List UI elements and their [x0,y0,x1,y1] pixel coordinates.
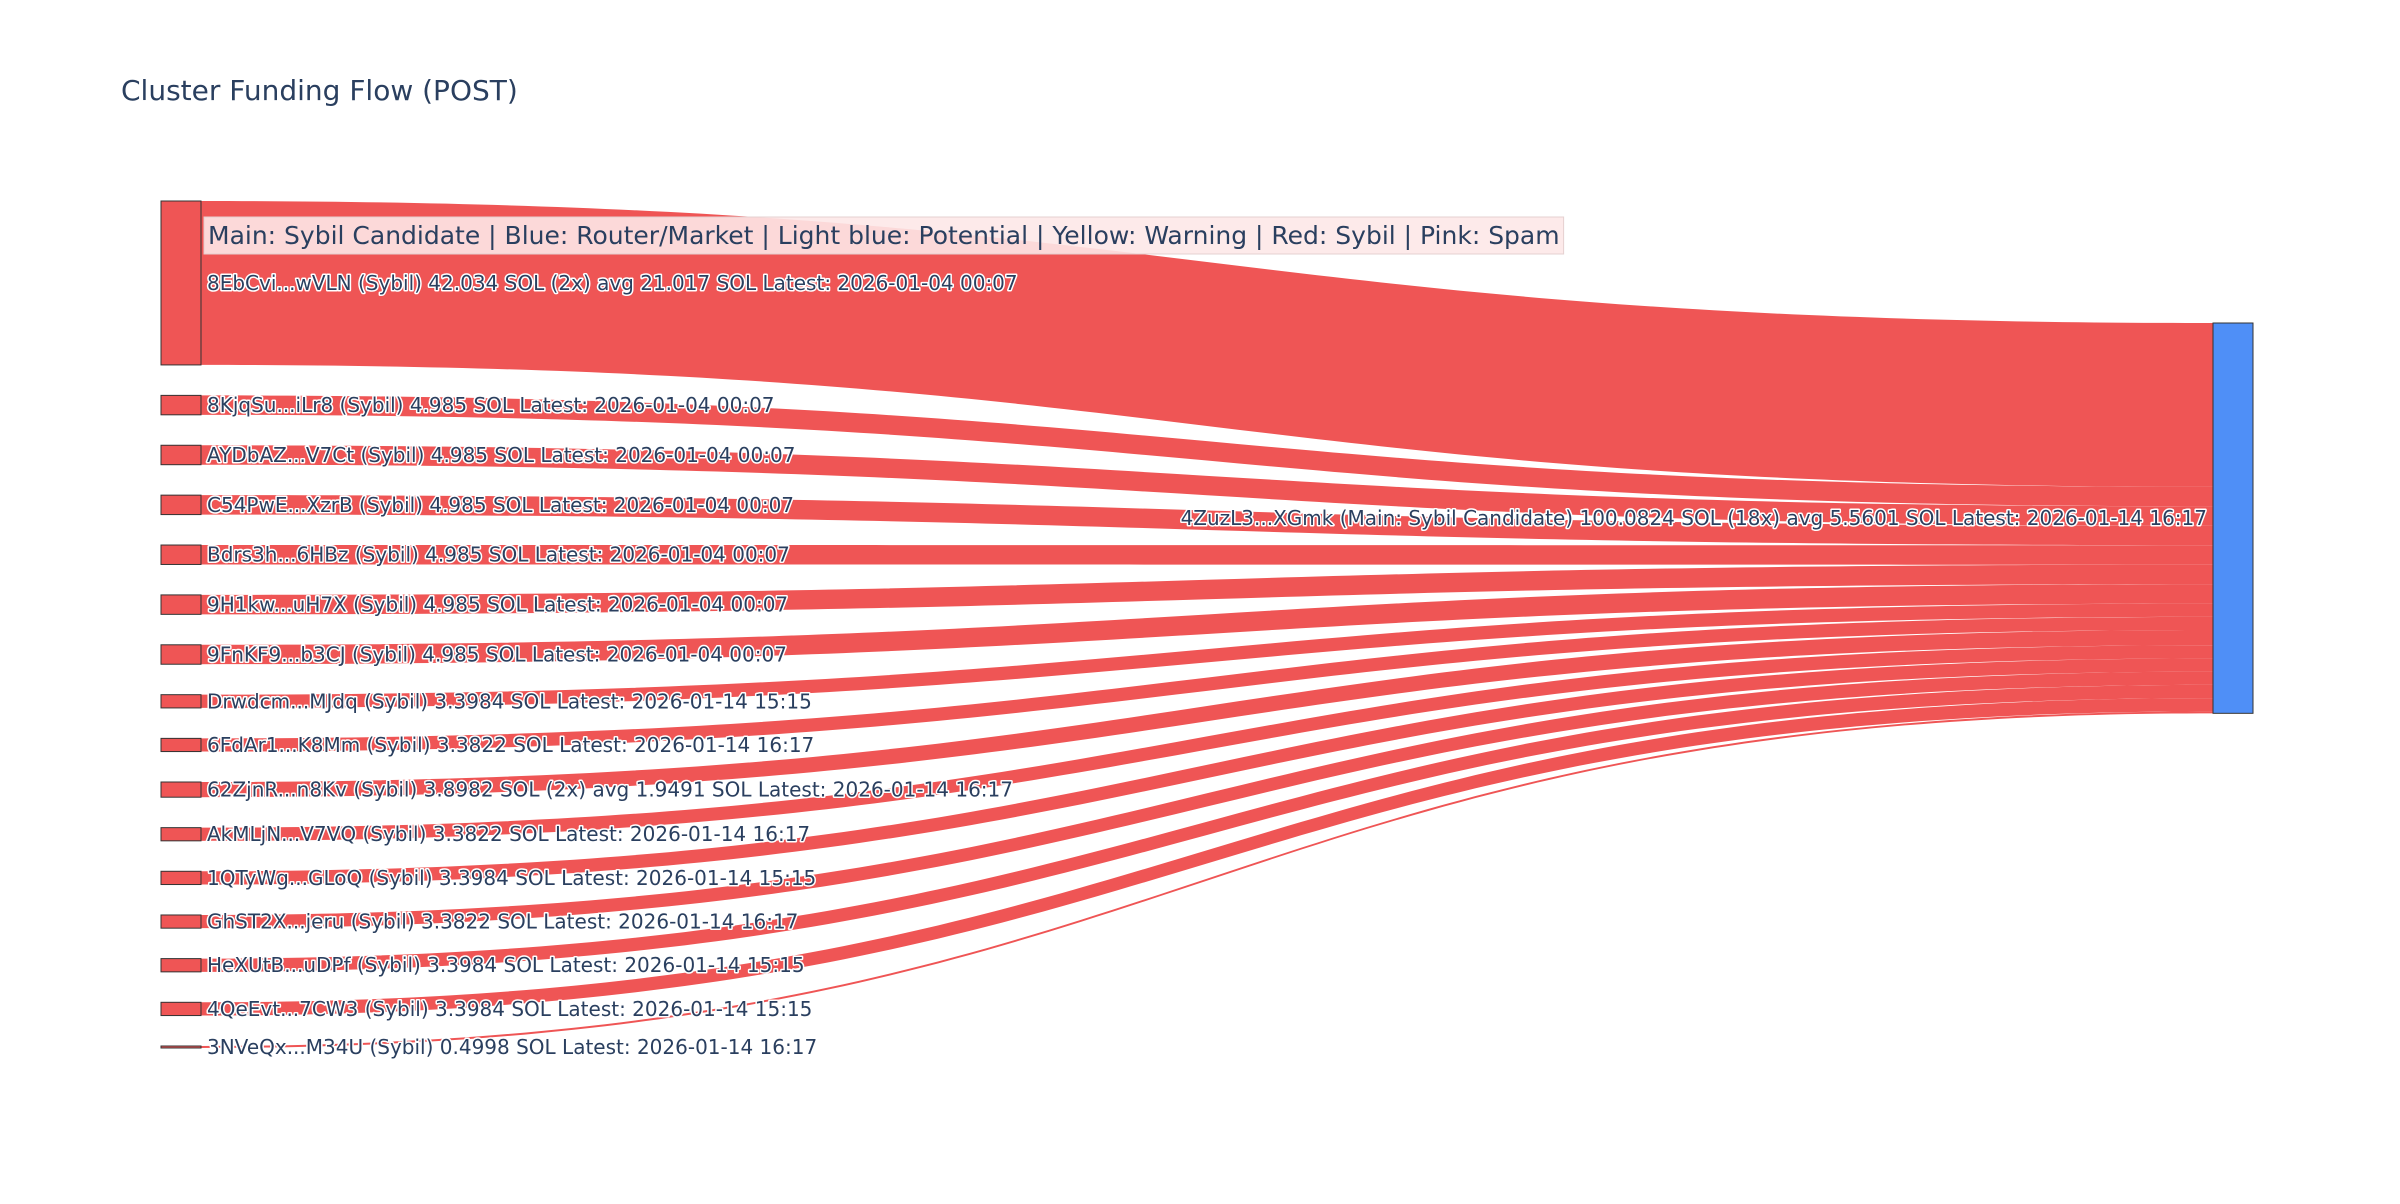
source-node[interactable] [160,200,202,366]
chart-title: Cluster Funding Flow (POST) [121,74,518,107]
labels-layer: 8EbCvi...wVLN (Sybil) 42.034 SOL (2x) av… [206,269,2209,1060]
source-node[interactable] [160,870,202,886]
source-node-label: 6FdAr1...K8Mm (Sybil) 3.3822 SOL Latest:… [207,733,814,757]
flow-link[interactable] [201,564,2213,615]
flow-link[interactable] [201,684,2213,972]
flow-link[interactable] [201,671,2213,929]
source-node[interactable] [160,594,202,615]
source-node-label: 8EbCvi...wVLN (Sybil) 42.034 SOL (2x) av… [207,271,1018,295]
links-layer [201,201,2213,1048]
source-node-label: GhST2X...jeru (Sybil) 3.3822 SOL Latest:… [207,910,798,934]
flow-link[interactable] [201,645,2213,841]
flow-link[interactable] [201,711,2213,1048]
flow-link[interactable] [201,495,2213,546]
flow-link[interactable] [201,545,2213,565]
source-node-label: AkMLjN...V7VQ (Sybil) 3.3822 SOL Latest:… [207,822,810,846]
source-node[interactable] [160,781,202,798]
flow-link[interactable] [201,698,2213,1016]
source-node-label: AYDbAZ...V7Ct (Sybil) 4.985 SOL Latest: … [207,443,795,467]
source-node[interactable] [160,644,202,665]
source-node[interactable] [160,958,202,973]
source-node-label: 9H1kw...uH7X (Sybil) 4.985 SOL Latest: 2… [207,593,788,617]
flow-link[interactable] [201,395,2213,507]
source-node[interactable] [160,914,202,929]
source-node[interactable] [160,494,202,516]
source-node-label: 9FnKF9...b3CJ (Sybil) 4.985 SOL Latest: … [207,643,787,667]
source-node[interactable] [160,827,202,842]
source-node-label: 1QTyWg...GLoQ (Sybil) 3.3984 SOL Latest:… [207,866,816,890]
flow-link[interactable] [201,616,2213,752]
source-node[interactable] [160,444,202,466]
flow-link[interactable] [201,445,2213,526]
legend-note-text: Main: Sybil Candidate | Blue: Router/Mar… [208,221,1560,250]
source-node[interactable] [160,1001,202,1017]
source-node-label: 4QeEvt...7CW3 (Sybil) 3.3984 SOL Latest:… [207,997,812,1021]
source-node[interactable] [160,1045,202,1049]
flow-link[interactable] [201,603,2213,708]
flow-link[interactable] [201,584,2213,665]
flow-link[interactable] [201,201,2213,487]
flow-link[interactable] [201,658,2213,885]
source-node-label: 3NVeQx...M34U (Sybil) 0.4998 SOL Latest:… [207,1035,817,1059]
source-node-label: C54PwE...XzrB (Sybil) 4.985 SOL Latest: … [207,493,794,517]
flow-link[interactable] [201,630,2213,798]
source-node-label: Drwdcm...MJdq (Sybil) 3.3984 SOL Latest:… [207,689,812,713]
legend-note-background [203,216,1565,255]
source-node-label: 62ZjnR...n8Kv (Sybil) 3.8982 SOL (2x) av… [207,778,1013,802]
source-node-label: 8KjqSu...iLr8 (Sybil) 4.985 SOL Latest: … [207,393,775,417]
source-node[interactable] [160,694,202,709]
source-node-label: Bdrs3h...6HBz (Sybil) 4.985 SOL Latest: … [207,543,790,567]
source-node[interactable] [160,737,202,753]
source-node[interactable] [160,394,202,416]
target-node-label: 4ZuzL3...XGmk (Main: Sybil Candidate) 10… [1181,506,2207,530]
legend-note: Main: Sybil Candidate | Blue: Router/Mar… [203,216,1565,255]
source-node-label: HeXUtB...uDPf (Sybil) 3.3984 SOL Latest:… [207,953,805,977]
nodes-layer [160,200,2254,1049]
target-node[interactable] [2212,322,2254,714]
source-node[interactable] [160,544,202,565]
